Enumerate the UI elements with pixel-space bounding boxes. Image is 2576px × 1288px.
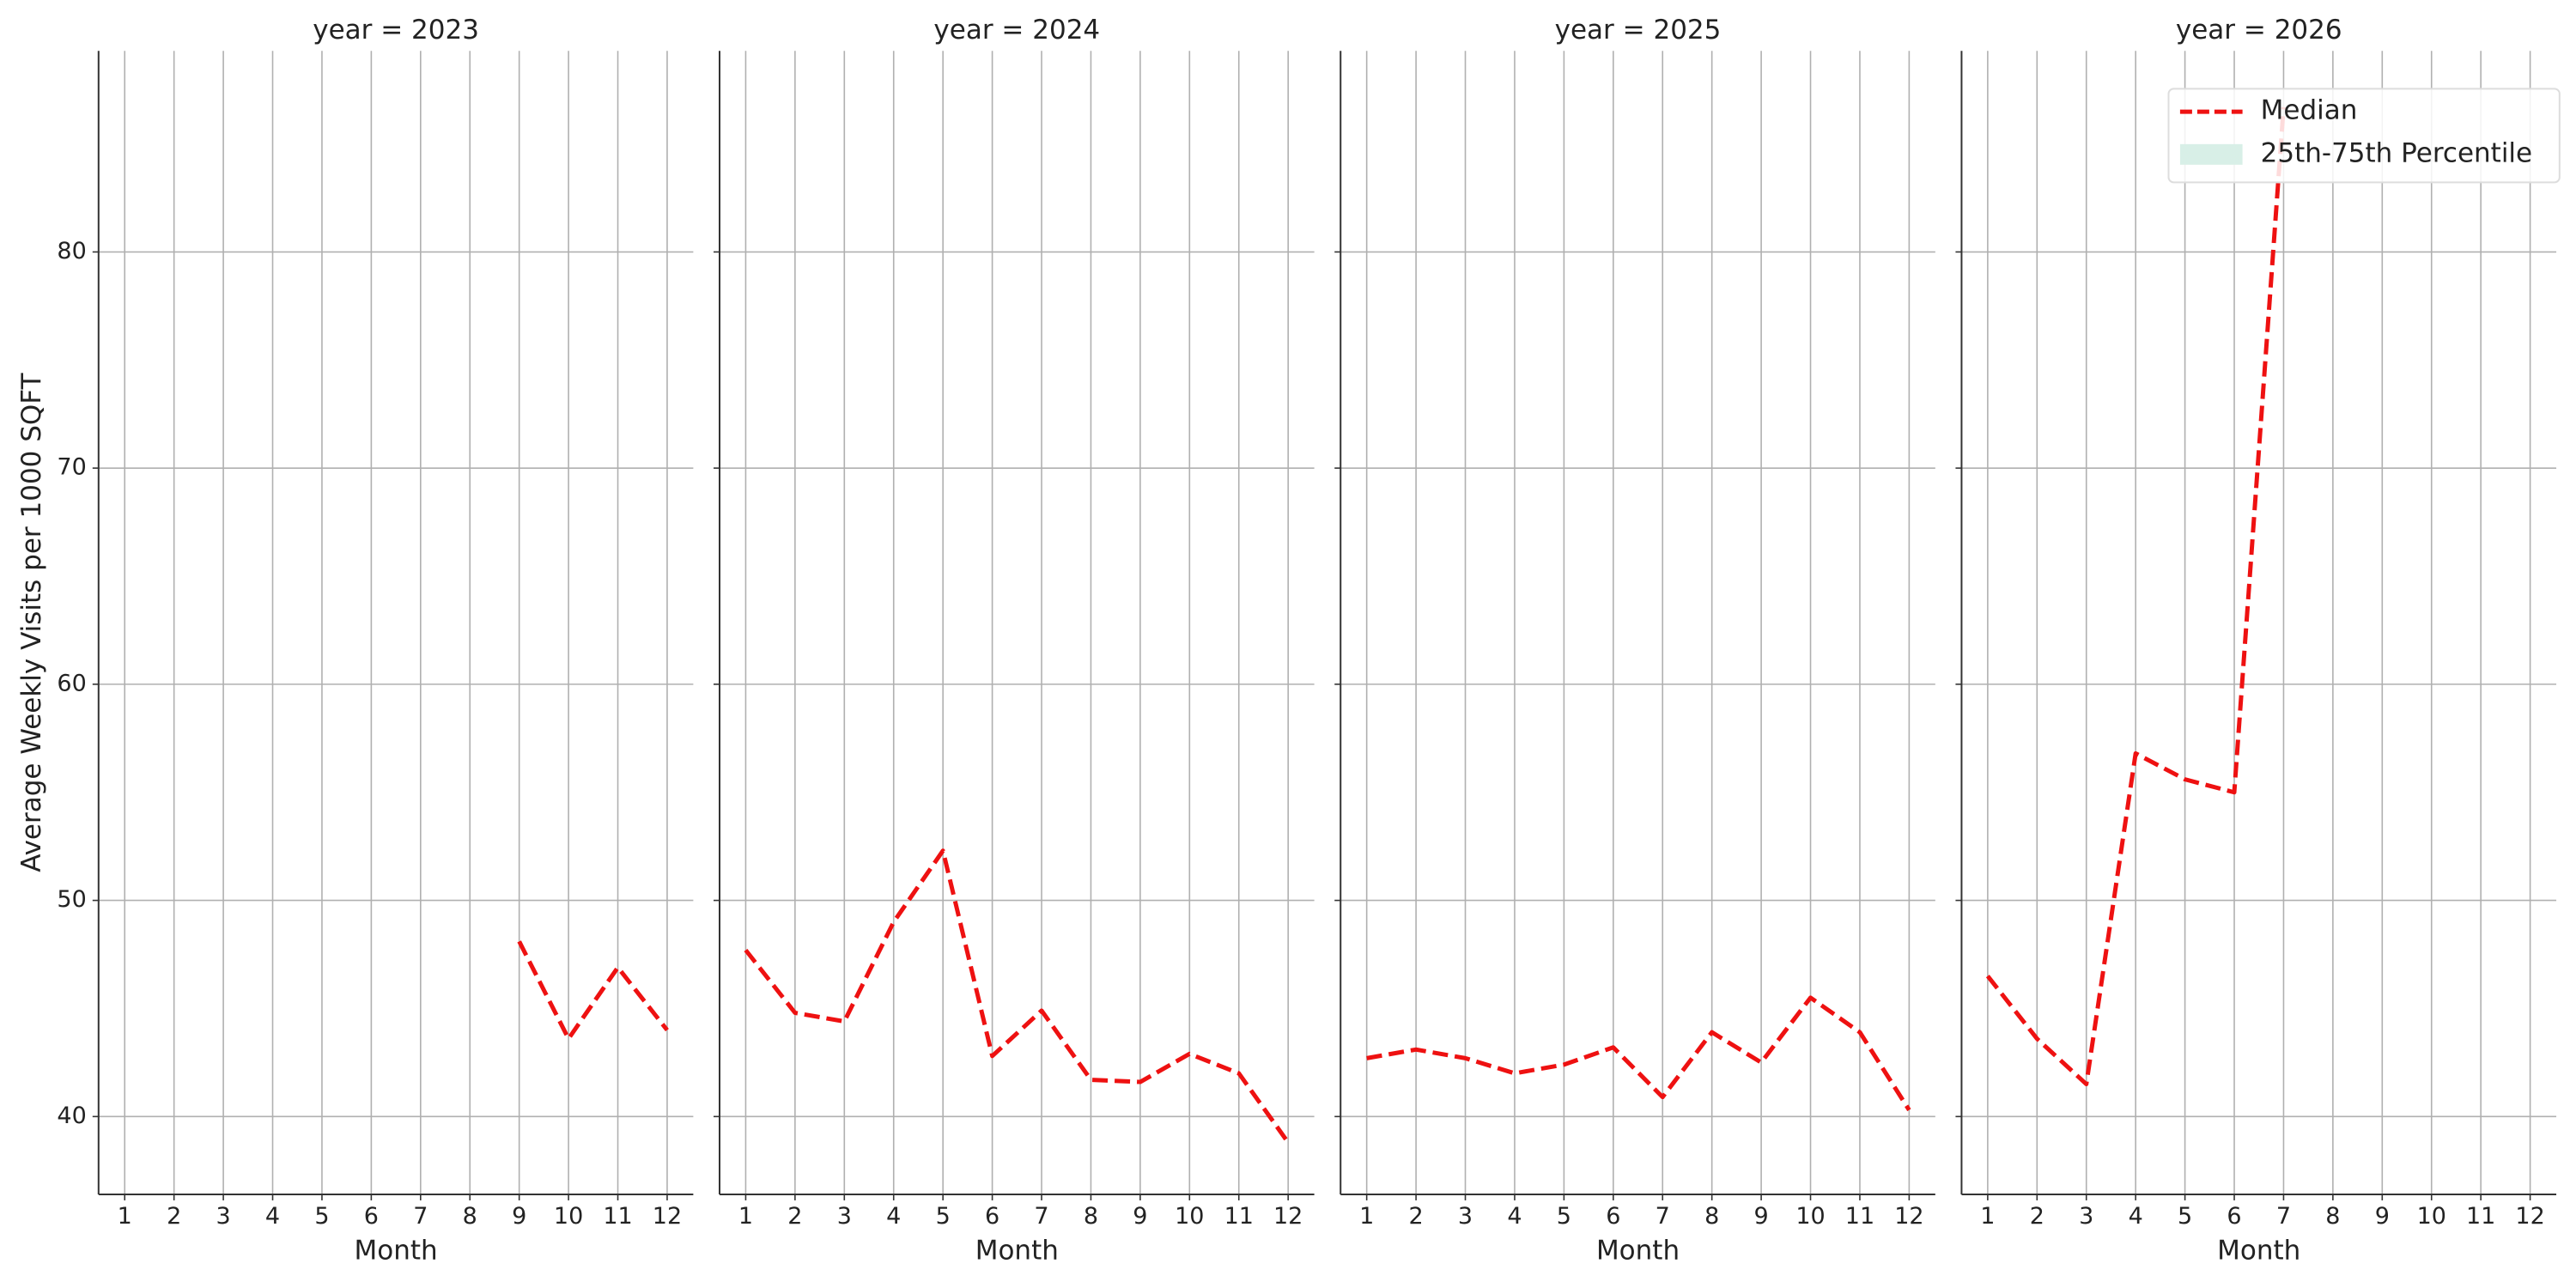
panel-title: year = 2023 bbox=[313, 15, 479, 46]
x-tick-label: 4 bbox=[265, 1203, 280, 1230]
series-line bbox=[1366, 995, 1911, 1112]
y-tick-label: 40 bbox=[57, 1103, 86, 1129]
y-tick-label: 60 bbox=[57, 670, 86, 696]
x-tick-label: 8 bbox=[1704, 1203, 1719, 1230]
x-tick-label: 1 bbox=[738, 1203, 753, 1230]
x-tick-label: 6 bbox=[364, 1203, 379, 1230]
x-tick-label: 9 bbox=[1754, 1203, 1769, 1230]
y-tick-label: 80 bbox=[57, 238, 86, 264]
x-tick-label: 3 bbox=[837, 1203, 852, 1230]
x-tick-label: 11 bbox=[603, 1203, 632, 1230]
legend-label: 25th-75th Percentile bbox=[2261, 137, 2532, 168]
x-tick-label: 1 bbox=[118, 1203, 132, 1230]
x-tick-label: 9 bbox=[1133, 1203, 1147, 1230]
x-tick-label: 7 bbox=[413, 1203, 428, 1230]
x-tick-label: 11 bbox=[1845, 1203, 1874, 1230]
x-axis-label: Month bbox=[975, 1235, 1059, 1266]
x-tick-label: 4 bbox=[1507, 1203, 1522, 1230]
legend: Median 25th-75th Percentile bbox=[2167, 88, 2561, 184]
legend-box bbox=[2167, 88, 2561, 184]
x-axis-label: Month bbox=[2217, 1235, 2300, 1266]
x-tick-label: 3 bbox=[216, 1203, 230, 1230]
x-tick-label: 6 bbox=[2227, 1203, 2241, 1230]
x-tick-label: 6 bbox=[985, 1203, 999, 1230]
x-tick-label: 12 bbox=[653, 1203, 682, 1230]
x-axis-label: Month bbox=[355, 1235, 438, 1266]
x-tick-label: 5 bbox=[2178, 1203, 2192, 1230]
x-tick-label: 8 bbox=[463, 1203, 477, 1230]
x-tick-label: 4 bbox=[2129, 1203, 2143, 1230]
x-tick-label: 1 bbox=[1980, 1203, 1995, 1230]
panel-title: year = 2026 bbox=[2176, 15, 2342, 46]
panel-title: year = 2024 bbox=[933, 15, 1100, 46]
series-line bbox=[744, 848, 1291, 1144]
x-tick-label: 9 bbox=[512, 1203, 526, 1230]
x-tick-label: 2 bbox=[167, 1203, 181, 1230]
y-tick-label: 50 bbox=[57, 886, 86, 913]
x-tick-label: 8 bbox=[2325, 1203, 2340, 1230]
x-tick-label: 11 bbox=[1224, 1203, 1254, 1230]
x-tick-label: 7 bbox=[1656, 1203, 1670, 1230]
x-tick-label: 1 bbox=[1359, 1203, 1374, 1230]
y-tick-label: 70 bbox=[57, 454, 86, 481]
x-tick-label: 2 bbox=[787, 1203, 802, 1230]
series-line bbox=[517, 940, 669, 1042]
x-tick-label: 3 bbox=[2079, 1203, 2093, 1230]
x-tick-label: 10 bbox=[1175, 1203, 1204, 1230]
legend-swatch bbox=[2179, 143, 2243, 165]
x-tick-label: 7 bbox=[1034, 1203, 1048, 1230]
x-tick-label: 10 bbox=[554, 1203, 583, 1230]
x-tick-label: 7 bbox=[2276, 1203, 2291, 1230]
x-tick-label: 12 bbox=[2515, 1203, 2544, 1230]
x-tick-label: 9 bbox=[2375, 1203, 2390, 1230]
x-tick-label: 5 bbox=[1557, 1203, 1571, 1230]
x-tick-label: 12 bbox=[1894, 1203, 1923, 1230]
x-tick-label: 8 bbox=[1084, 1203, 1098, 1230]
y-axis-label: Average Weekly Visits per 1000 SQFT bbox=[16, 372, 47, 872]
series-line bbox=[1985, 106, 2286, 1087]
x-tick-label: 5 bbox=[936, 1203, 951, 1230]
x-tick-label: 2 bbox=[1408, 1203, 1423, 1230]
x-tick-label: 3 bbox=[1458, 1203, 1473, 1230]
x-tick-label: 6 bbox=[1606, 1203, 1620, 1230]
x-tick-label: 5 bbox=[314, 1203, 329, 1230]
x-tick-label: 10 bbox=[1795, 1203, 1825, 1230]
legend-label: Median bbox=[2261, 95, 2358, 126]
x-tick-label: 10 bbox=[2417, 1203, 2446, 1230]
panel-title: year = 2025 bbox=[1555, 15, 1722, 46]
x-tick-label: 4 bbox=[886, 1203, 901, 1230]
x-axis-label: Month bbox=[1596, 1235, 1680, 1266]
x-tick-label: 2 bbox=[2030, 1203, 2044, 1230]
x-tick-label: 12 bbox=[1273, 1203, 1303, 1230]
x-tick-label: 11 bbox=[2466, 1203, 2495, 1230]
